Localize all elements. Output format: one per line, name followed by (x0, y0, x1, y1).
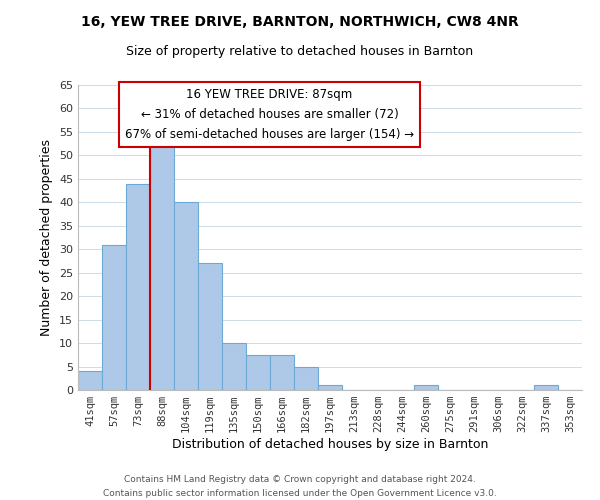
Bar (534, 386, 558, 390)
Text: 16, YEW TREE DRIVE, BARNTON, NORTHWICH, CW8 4NR: 16, YEW TREE DRIVE, BARNTON, NORTHWICH, … (81, 15, 519, 29)
Bar (126, 184, 150, 390)
Bar (318, 386, 342, 390)
Bar (150, 146, 174, 390)
X-axis label: Distribution of detached houses by size in Barnton: Distribution of detached houses by size … (172, 438, 488, 451)
Bar (246, 355, 270, 390)
Y-axis label: Number of detached properties: Number of detached properties (40, 139, 53, 336)
Bar (222, 343, 246, 390)
Text: 16 YEW TREE DRIVE: 87sqm
← 31% of detached houses are smaller (72)
67% of semi-d: 16 YEW TREE DRIVE: 87sqm ← 31% of detach… (125, 88, 414, 141)
Bar (174, 202, 198, 390)
Bar (198, 264, 222, 390)
Text: Size of property relative to detached houses in Barnton: Size of property relative to detached ho… (127, 45, 473, 58)
Bar (78, 371, 102, 390)
Bar (270, 355, 294, 390)
Bar (102, 244, 126, 390)
Bar (414, 386, 438, 390)
Text: Contains HM Land Registry data © Crown copyright and database right 2024.
Contai: Contains HM Land Registry data © Crown c… (103, 476, 497, 498)
Bar (294, 366, 318, 390)
